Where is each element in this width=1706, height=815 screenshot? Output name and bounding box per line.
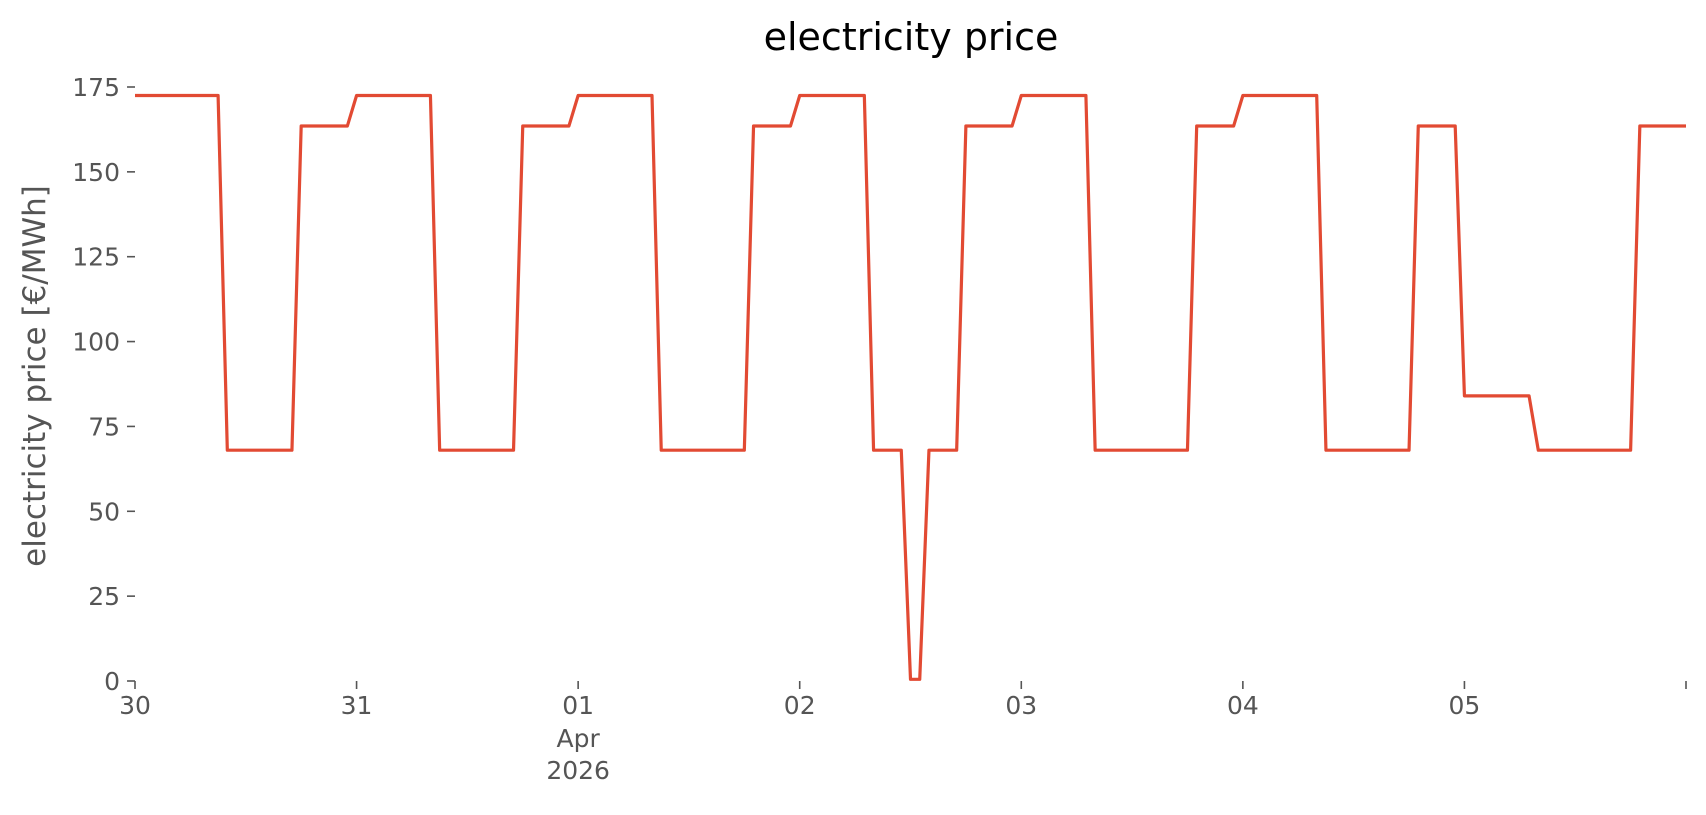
y-tick-label: 50 xyxy=(88,497,120,526)
chart-title: electricity price xyxy=(764,15,1059,59)
x-tick-label: 02 xyxy=(784,691,816,720)
y-axis-label: electricity price [€/MWh] xyxy=(17,185,53,567)
y-tick-label: 150 xyxy=(72,158,120,187)
x-tick-label: 04 xyxy=(1227,691,1259,720)
y-tick-label: 100 xyxy=(72,328,120,357)
price-series-line xyxy=(135,93,1686,681)
x-tick-label: 31 xyxy=(341,691,373,720)
y-tick-label: 75 xyxy=(88,412,120,441)
series-layer xyxy=(135,93,1686,681)
x-tick-label: 01 xyxy=(562,691,594,720)
y-tick-label: 0 xyxy=(104,667,120,696)
y-tick-label: 175 xyxy=(72,73,120,102)
x-tick-sublabel: Apr 2026 xyxy=(546,724,610,785)
x-axis: 30 31 01 Apr 2026 02 03 04 05 xyxy=(119,681,1687,785)
y-tick-label: 25 xyxy=(88,582,120,611)
y-axis: 0 25 50 75 100 125 150 175 xyxy=(72,73,135,696)
x-tick-label: 05 xyxy=(1449,691,1481,720)
y-tick-label: 125 xyxy=(72,243,120,272)
x-tick-label: 30 xyxy=(119,691,151,720)
x-tick-label: 03 xyxy=(1005,691,1037,720)
